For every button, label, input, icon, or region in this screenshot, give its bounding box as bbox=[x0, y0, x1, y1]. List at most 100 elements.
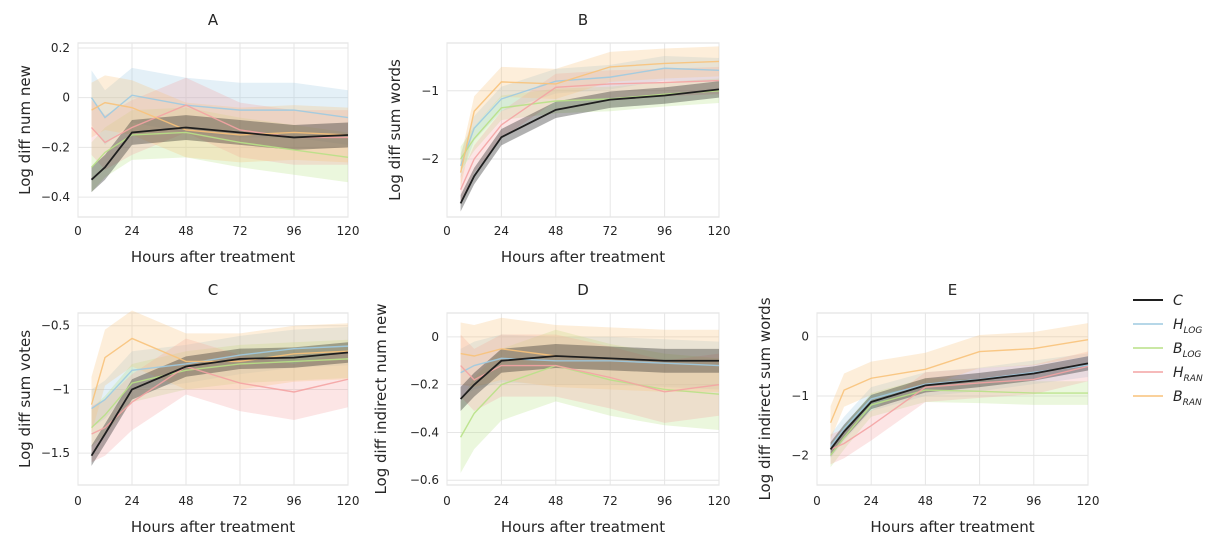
series-line-b-ran bbox=[459, 60, 720, 173]
legend-label: C bbox=[1173, 293, 1183, 309]
legend-label-subscript: RAN bbox=[1183, 398, 1202, 408]
y-tick-label: −2 bbox=[791, 448, 809, 462]
confidence-band-b-ran bbox=[91, 75, 348, 163]
confidence-band-h-ran bbox=[460, 66, 719, 204]
series-line-b-ran bbox=[90, 337, 349, 405]
series-line-b-ran bbox=[91, 101, 349, 136]
y-tick-label: −0.2 bbox=[410, 378, 439, 392]
confidence-band-b-ran bbox=[460, 317, 719, 392]
x-tick-label: 24 bbox=[124, 494, 139, 508]
confidence-band-b-log bbox=[830, 378, 1088, 468]
x-tick-label: 96 bbox=[286, 494, 301, 508]
x-axis-label: Hours after treatment bbox=[131, 518, 295, 536]
series-line-b-ran bbox=[829, 338, 1089, 423]
y-tick-label: −0.4 bbox=[410, 425, 439, 439]
x-tick-label: 48 bbox=[918, 494, 933, 508]
panel-a: 0 24 48 72 96 120 −0.4 −0.2 0 0.2 A Hours after tre… bbox=[16, 11, 359, 266]
legend-label: BLOG bbox=[1173, 341, 1201, 360]
y-axis-label: Log diff sum votes bbox=[16, 330, 34, 468]
x-tick-label: 24 bbox=[494, 494, 509, 508]
y-tick-label: 0.2 bbox=[51, 41, 70, 55]
y-tick-label: −0.5 bbox=[41, 319, 70, 333]
confidence-band-h-log bbox=[460, 55, 719, 179]
x-tick-label: 120 bbox=[337, 494, 360, 508]
y-tick-label: 0 bbox=[801, 330, 809, 344]
series-line-h-log bbox=[91, 345, 349, 410]
series-line-c bbox=[90, 351, 349, 457]
x-axis-label: Hours after treatment bbox=[131, 248, 295, 266]
x-tick-label: 120 bbox=[708, 494, 731, 508]
confidence-band-b-ran bbox=[91, 310, 348, 433]
x-tick-label: 96 bbox=[657, 224, 672, 238]
x-tick-label: 96 bbox=[1026, 494, 1041, 508]
panel-title: B bbox=[578, 11, 588, 29]
panel-c: 0 24 48 72 96 120 −1.5 −1 −0.5 C Hours after treat… bbox=[16, 281, 359, 536]
confidence-band-b-ran bbox=[460, 46, 719, 188]
x-tick-label: 96 bbox=[286, 224, 301, 238]
series-line-h-ran bbox=[459, 79, 720, 190]
x-tick-label: 120 bbox=[708, 224, 731, 238]
confidence-band-c bbox=[91, 342, 348, 466]
y-axis-label: Log diff sum words bbox=[386, 59, 404, 201]
confidence-band-b-log bbox=[91, 339, 348, 447]
y-tick-label: −1 bbox=[791, 389, 809, 403]
x-axis-label: Hours after treatment bbox=[501, 248, 665, 266]
panel-d: 0 24 48 72 96 120 −0.6 −0.4 −0.2 0 D Hours after tr… bbox=[372, 281, 730, 536]
y-tick-label: −0.2 bbox=[41, 140, 70, 154]
confidence-band-h-ran bbox=[91, 77, 348, 170]
series-line-c bbox=[459, 88, 720, 204]
y-axis-label: Log diff num new bbox=[16, 65, 34, 195]
panel-title: E bbox=[948, 281, 957, 299]
legend-item-h-ran: HRAN bbox=[1133, 365, 1203, 384]
series-line-c bbox=[90, 126, 349, 181]
confidence-band-h-ran bbox=[460, 334, 719, 423]
legend: C HLOG BLOG HRAN BRAN bbox=[1133, 293, 1203, 408]
plot-area bbox=[816, 312, 1089, 486]
x-tick-label: 48 bbox=[548, 494, 563, 508]
x-tick-label: 24 bbox=[494, 224, 509, 238]
panel-title: C bbox=[208, 281, 218, 299]
series-line-c bbox=[459, 355, 719, 400]
legend-item-c: C bbox=[1133, 293, 1183, 309]
series-line-h-ran bbox=[460, 364, 720, 393]
legend-item-h-log: HLOG bbox=[1133, 317, 1202, 336]
x-tick-label: 48 bbox=[178, 494, 193, 508]
series-line-b-log bbox=[829, 389, 1088, 456]
series-line-b-log bbox=[90, 131, 349, 168]
x-axis-label: Hours after treatment bbox=[870, 518, 1034, 536]
x-tick-label: 48 bbox=[178, 224, 193, 238]
x-tick-label: 72 bbox=[603, 224, 618, 238]
y-tick-label: −1.5 bbox=[41, 446, 70, 460]
y-tick-label: −2 bbox=[421, 152, 439, 166]
y-tick-label: −1 bbox=[52, 382, 70, 396]
confidence-band-h-ran bbox=[91, 338, 348, 463]
legend-item-b-log: BLOG bbox=[1133, 341, 1201, 360]
legend-label: HLOG bbox=[1173, 317, 1202, 336]
legend-item-b-ran: BRAN bbox=[1133, 389, 1202, 408]
series-line-h-log bbox=[459, 67, 720, 167]
confidence-band-b-ran bbox=[830, 323, 1088, 440]
confidence-band-c bbox=[460, 81, 719, 212]
series-line-h-ran bbox=[830, 365, 1089, 451]
x-tick-label: 0 bbox=[74, 494, 82, 508]
legend-label: HRAN bbox=[1173, 365, 1203, 384]
x-tick-label: 120 bbox=[337, 224, 360, 238]
series-line-b-log bbox=[91, 358, 349, 429]
x-tick-label: 0 bbox=[443, 494, 451, 508]
y-tick-label: 0 bbox=[431, 330, 439, 344]
y-tick-label: 0 bbox=[62, 91, 70, 105]
series-line-c bbox=[829, 362, 1089, 450]
y-tick-label: −0.6 bbox=[410, 473, 439, 487]
y-tick-label: −1 bbox=[421, 84, 439, 98]
legend-label-subscript: LOG bbox=[1183, 350, 1202, 360]
x-tick-label: 48 bbox=[548, 224, 563, 238]
x-tick-label: 72 bbox=[232, 494, 247, 508]
legend-label: BRAN bbox=[1173, 389, 1202, 408]
x-tick-label: 0 bbox=[443, 224, 451, 238]
x-tick-label: 0 bbox=[813, 494, 821, 508]
confidence-band-c bbox=[830, 356, 1088, 457]
x-tick-label: 72 bbox=[603, 494, 618, 508]
x-axis-label: Hours after treatment bbox=[501, 518, 665, 536]
x-tick-label: 120 bbox=[1077, 494, 1100, 508]
